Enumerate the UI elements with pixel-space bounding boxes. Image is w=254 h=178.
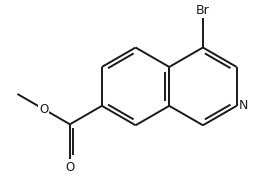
Text: O: O	[65, 161, 75, 174]
Text: Br: Br	[196, 4, 210, 17]
Text: O: O	[39, 103, 48, 116]
Text: N: N	[239, 99, 248, 112]
